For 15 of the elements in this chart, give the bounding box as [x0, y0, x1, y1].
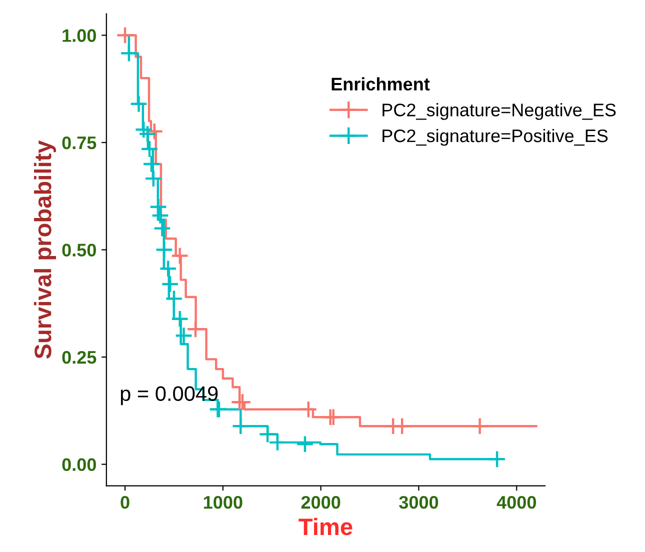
x-tick-label: 2000 — [301, 496, 340, 509]
y-tick-label: 0.25 — [62, 350, 96, 364]
x-tick-label: 3000 — [399, 496, 438, 509]
x-axis-title: Time — [298, 518, 352, 536]
legend-label: PC2_signature=Negative_ES — [382, 103, 616, 120]
legend-label: PC2_signature=Positive_ES — [382, 128, 608, 146]
y-tick-label: 0.00 — [62, 458, 96, 472]
x-tick-label: 4000 — [496, 496, 536, 509]
x-tick-label: 1000 — [204, 496, 242, 509]
x-tick-label: 0 — [120, 496, 130, 509]
y-axis-title: Survival probability — [34, 140, 56, 359]
y-tick-label: 1.00 — [62, 29, 96, 42]
y-tick-label: 0.75 — [62, 136, 96, 150]
legend-title: Enrichment — [332, 77, 430, 91]
y-tick-label: 0.50 — [62, 244, 96, 256]
